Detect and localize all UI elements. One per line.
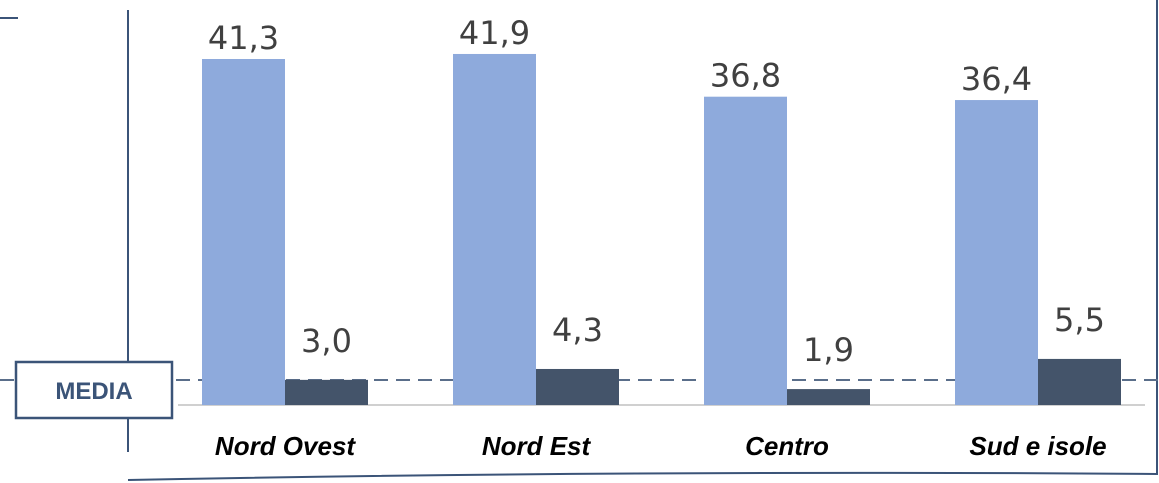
bottom-frame-line bbox=[127, 471, 1158, 481]
data-label-series1-nord-ovest: 41,3 bbox=[208, 19, 279, 57]
bar-series1-nord-est bbox=[453, 53, 536, 406]
labels-group: 41,3 3,0 41,9 4,3 36,8 1,9 36,4 5,5 bbox=[208, 14, 1105, 369]
bar-series2-nord-est bbox=[536, 368, 619, 405]
categories-group: Nord Ovest Nord Est Centro Sud e isole bbox=[215, 431, 1107, 461]
data-label-series2-nord-ovest: 3,0 bbox=[301, 322, 352, 360]
data-label-series2-nord-est: 4,3 bbox=[552, 311, 603, 349]
bar-series2-nord-ovest bbox=[285, 379, 368, 405]
bars-group bbox=[202, 53, 1121, 406]
data-label-series2-sud-e-isole: 5,5 bbox=[1054, 301, 1105, 339]
category-label-nord-est: Nord Est bbox=[482, 431, 592, 461]
category-label-sud-e-isole: Sud e isole bbox=[969, 431, 1106, 461]
media-label: MEDIA bbox=[55, 378, 132, 405]
bar-series1-nord-ovest bbox=[202, 58, 285, 406]
category-label-centro: Centro bbox=[745, 431, 829, 461]
category-label-nord-ovest: Nord Ovest bbox=[215, 431, 356, 461]
bar-series2-centro bbox=[787, 389, 870, 405]
data-label-series1-sud-e-isole: 36,4 bbox=[961, 60, 1032, 98]
media-box bbox=[14, 360, 174, 420]
data-label-series2-centro: 1,9 bbox=[803, 331, 854, 369]
bar-series1-sud-e-isole bbox=[955, 100, 1038, 405]
bar-series2-sud-e-isole bbox=[1038, 358, 1121, 405]
data-label-series1-nord-est: 41,9 bbox=[459, 14, 530, 52]
data-label-series1-centro: 36,8 bbox=[710, 57, 781, 95]
bar-series1-centro bbox=[704, 96, 787, 405]
